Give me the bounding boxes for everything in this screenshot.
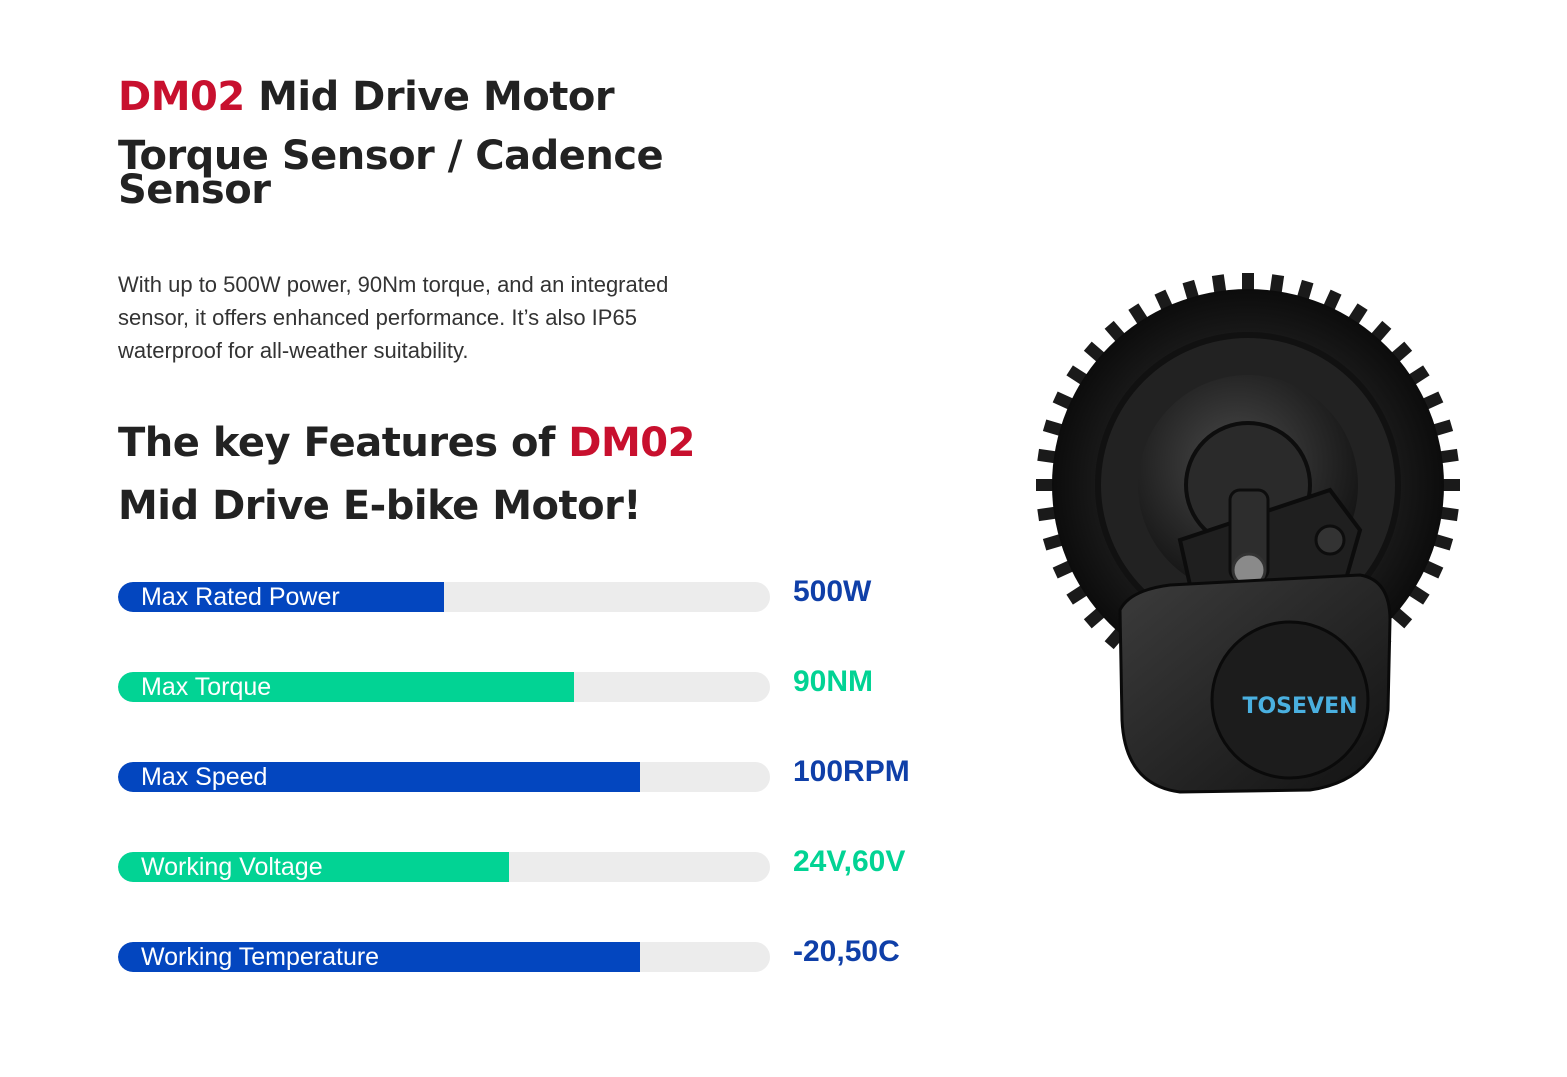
spec-value: 24V,60V: [793, 845, 906, 878]
spec-value: 90NM: [793, 665, 874, 698]
spec-row-working-temperature: Working Temperature -20,50C: [118, 935, 938, 972]
spec-label: Max Speed: [141, 763, 268, 791]
bracket-bolt: [1314, 524, 1346, 556]
progress-track: Max Speed: [118, 762, 770, 792]
spec-value: 500W: [793, 575, 872, 608]
spec-row-max-torque: Max Torque 90NM: [118, 665, 938, 702]
progress-fill: [118, 672, 575, 702]
page-title: DM02 Mid Drive Motor Torque Sensor / Cad…: [118, 66, 738, 213]
page-subtitle: Torque Sensor / Cadence Sensor: [118, 133, 664, 213]
title-model: DM02: [118, 74, 245, 120]
spec-row-working-voltage: Working Voltage 24V,60V: [118, 845, 938, 882]
motor-cover: [1210, 620, 1370, 780]
progress-fill: [118, 852, 510, 882]
progress-fill: [118, 762, 640, 792]
spec-label: Working Voltage: [141, 853, 323, 881]
brand-logo-text: TOSEVEN: [1242, 694, 1357, 719]
progress-fill: [118, 942, 640, 972]
features-heading-prefix: The key Features of: [118, 420, 569, 466]
progress-track: Max Rated Power: [118, 582, 770, 612]
progress-fill: [118, 582, 444, 612]
features-heading-suffix: Mid Drive E-bike Motor!: [118, 483, 642, 529]
title-rest: Mid Drive Motor: [244, 74, 615, 120]
progress-track: Max Torque: [118, 672, 770, 702]
spec-label: Working Temperature: [141, 943, 380, 971]
progress-track: Working Temperature: [118, 942, 770, 972]
features-heading-model: DM02: [568, 420, 695, 466]
spec-value: 100RPM: [793, 755, 910, 788]
progress-track: Working Voltage: [118, 852, 770, 882]
spec-label: Max Rated Power: [141, 583, 340, 611]
spec-row-max-speed: Max Speed 100RPM: [118, 755, 938, 792]
spec-label: Max Torque: [141, 673, 272, 701]
spec-value: -20,50C: [793, 935, 900, 968]
product-description: With up to 500W power, 90Nm torque, and …: [118, 272, 669, 363]
motor-product-image: TOSEVEN: [1036, 273, 1460, 794]
spec-row-max-rated-power: Max Rated Power 500W: [118, 575, 938, 612]
features-heading: The key Features of DM02 Mid Drive E-bik…: [118, 412, 778, 538]
spec-bars: Max Rated Power 500W Max Torque 90NM Max…: [118, 575, 938, 1032]
